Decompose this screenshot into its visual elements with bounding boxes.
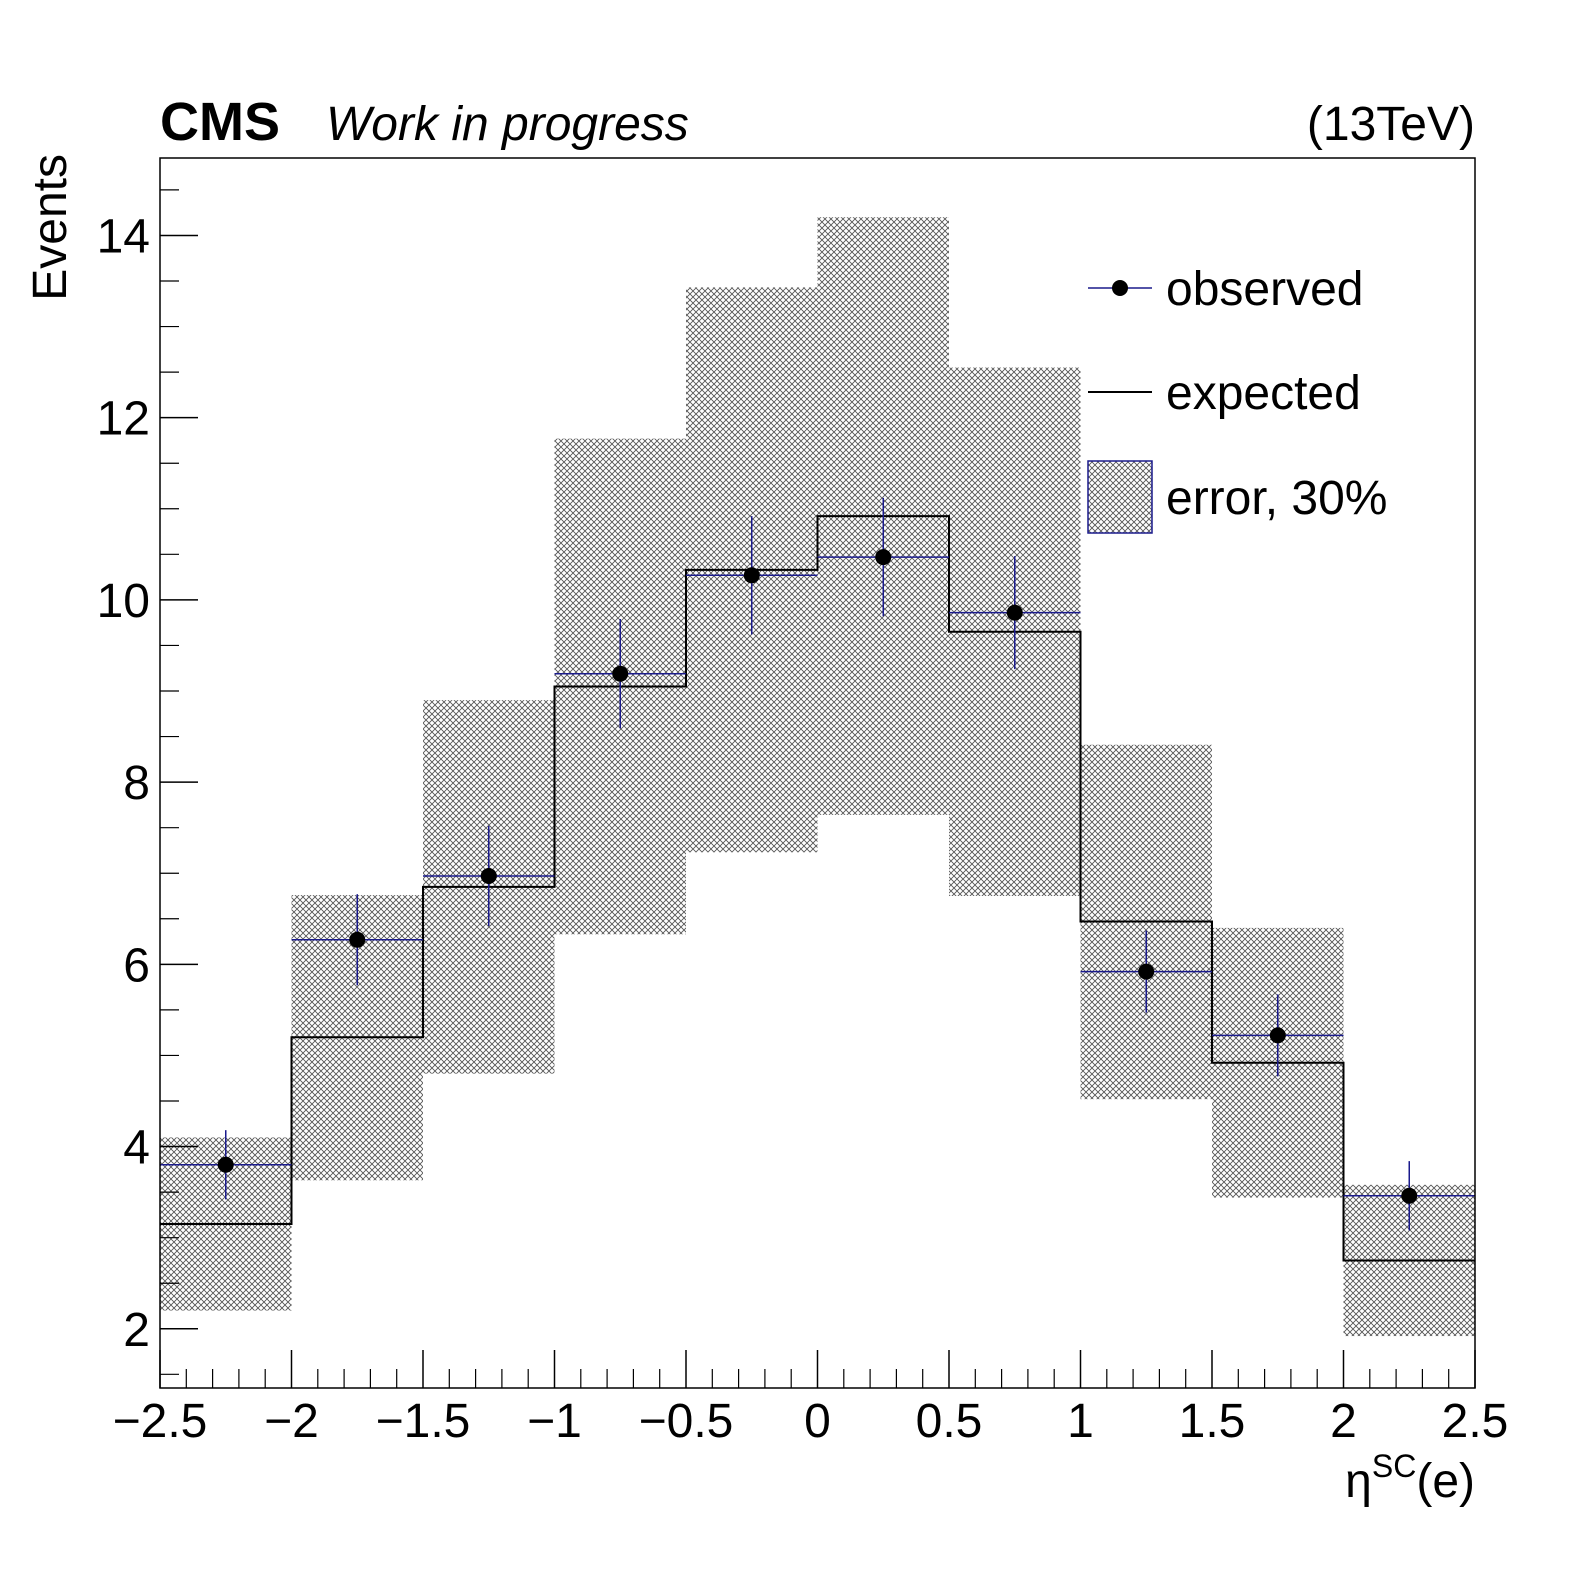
observed-point xyxy=(1269,1027,1286,1044)
y-tick-label: 2 xyxy=(123,1304,150,1357)
x-tick-label: 2.5 xyxy=(1442,1395,1509,1448)
observed-point xyxy=(349,931,366,948)
observed-point xyxy=(1138,963,1155,980)
observed-point xyxy=(1006,604,1023,621)
observed-points xyxy=(160,497,1475,1231)
observed-point xyxy=(1401,1187,1418,1204)
x-axis: −2.5 −2 −1.5 −1 −0.5 0 0.5 1 1.5 2 2.5 xyxy=(113,1350,1509,1448)
x-tick-label: −1 xyxy=(527,1395,582,1448)
x-tick-label: 2 xyxy=(1330,1395,1357,1448)
observed-point xyxy=(612,665,629,682)
x-tick-label: 1.5 xyxy=(1179,1395,1246,1448)
x-tick-label: −2 xyxy=(264,1395,319,1448)
y-tick-label: 4 xyxy=(123,1122,150,1175)
x-tick-label: −0.5 xyxy=(639,1395,734,1448)
expected-step xyxy=(160,515,1475,1262)
energy-label: (13TeV) xyxy=(1307,98,1475,151)
observed-point xyxy=(217,1156,234,1173)
x-tick-label: 0 xyxy=(804,1395,831,1448)
y-tick-label: 8 xyxy=(123,757,150,810)
y-axis: 2 4 6 8 10 12 14 xyxy=(97,189,198,1375)
y-tick-label: 6 xyxy=(123,939,150,992)
legend: observed expected error, 30% xyxy=(1087,263,1387,534)
observed-point xyxy=(743,567,760,584)
x-axis-title: ηSC(e) xyxy=(1345,1448,1475,1508)
legend-error-marker xyxy=(1087,460,1153,534)
x-tick-label: −2.5 xyxy=(113,1395,208,1448)
y-tick-label: 14 xyxy=(97,210,150,263)
y-tick-label: 12 xyxy=(97,393,150,446)
x-tick-label: 0.5 xyxy=(916,1395,983,1448)
x-tick-label: 1 xyxy=(1067,1395,1094,1448)
expected-step-line xyxy=(160,515,1475,1262)
legend-entry-label: observed xyxy=(1166,263,1363,316)
status-label: Work in progress xyxy=(326,98,689,151)
x-tick-label: −1.5 xyxy=(376,1395,471,1448)
y-axis-title: Events xyxy=(24,154,77,301)
y-tick-label: 10 xyxy=(97,575,150,628)
legend-entry-label: expected xyxy=(1166,367,1361,420)
legend-observed-marker xyxy=(1112,280,1128,296)
legend-entry-label: error, 30% xyxy=(1166,472,1387,525)
observed-point xyxy=(875,549,892,566)
experiment-label: CMS xyxy=(160,92,280,152)
observed-point xyxy=(480,867,497,884)
